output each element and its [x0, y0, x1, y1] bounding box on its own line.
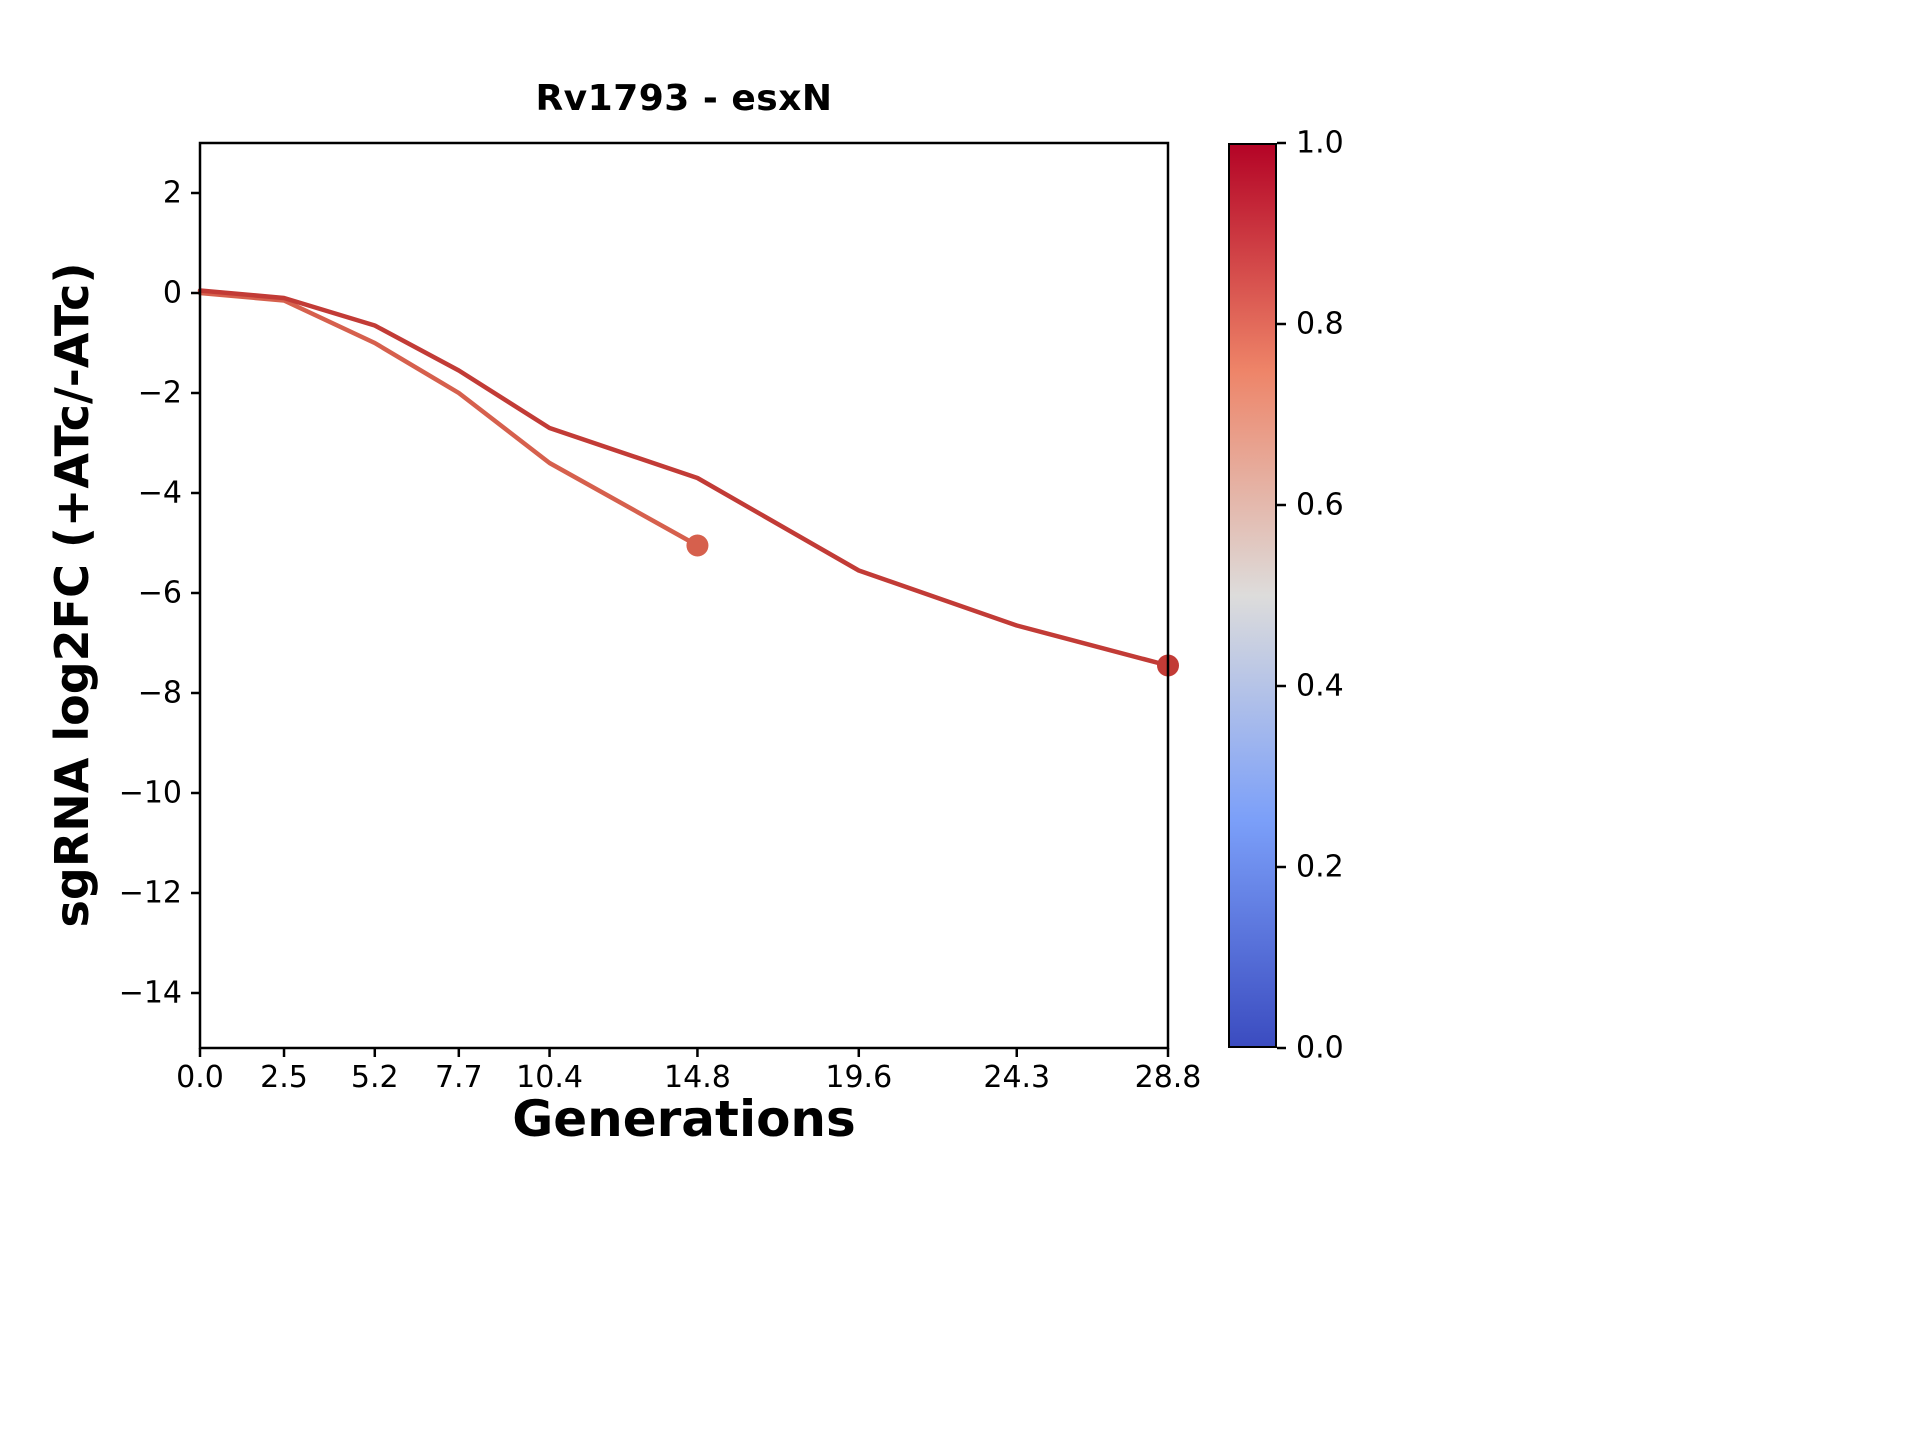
colorbar-gradient	[1228, 143, 1277, 1048]
axes-frame	[198, 141, 1170, 1050]
x-axis-label: Generations	[512, 1090, 856, 1148]
chart-title: Rv1793 - esxN	[535, 78, 833, 119]
series-endpoint-1	[686, 534, 709, 557]
series-line-1	[197, 290, 700, 548]
series-line-2	[197, 288, 1171, 668]
